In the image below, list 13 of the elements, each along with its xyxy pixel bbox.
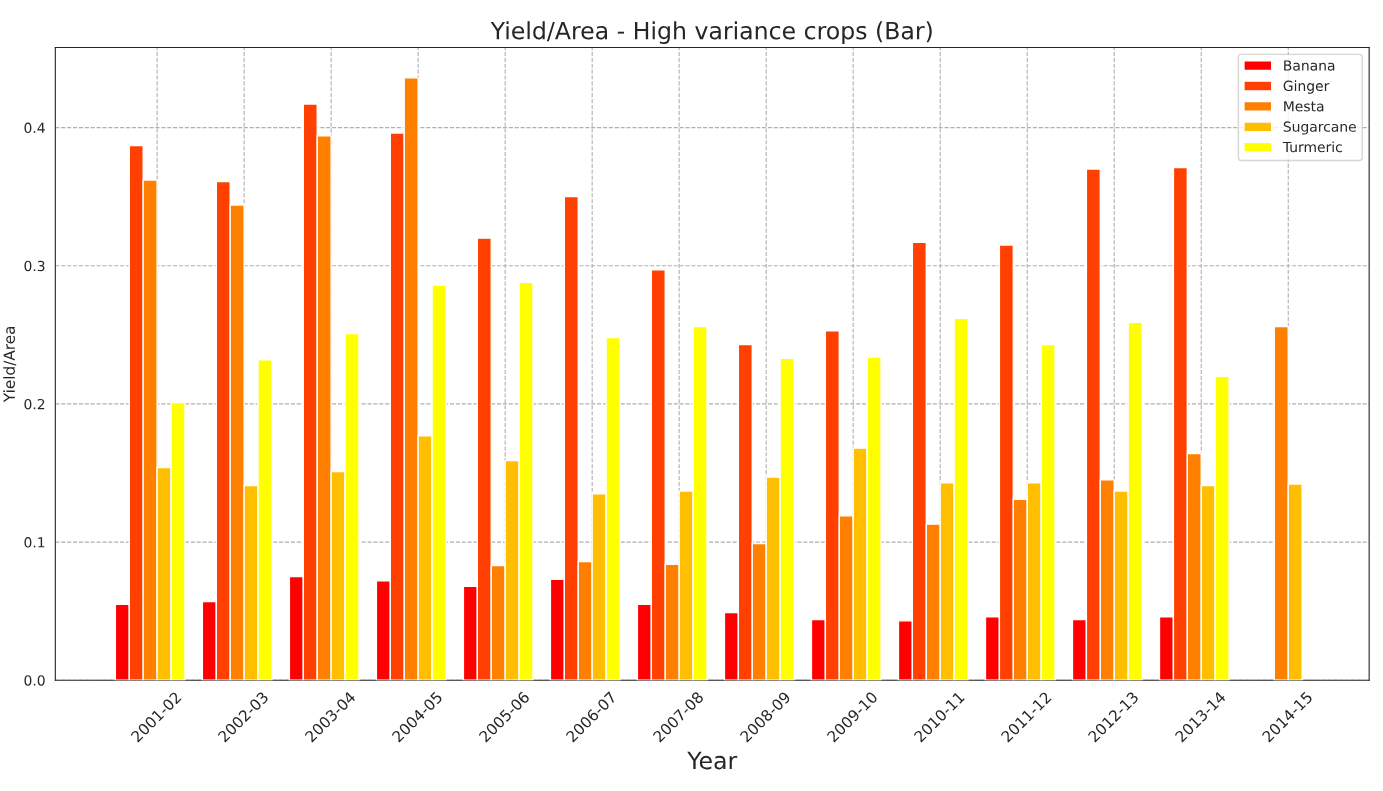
legend-label: Ginger bbox=[1283, 80, 1330, 94]
y-tick-label: 0.2 bbox=[24, 398, 45, 410]
y-axis-title: Yield/Area bbox=[3, 326, 17, 403]
chart-title: Yield/Area - High variance crops (Bar) bbox=[490, 21, 932, 45]
y-tick-label: 0.1 bbox=[24, 537, 45, 548]
y-tick-label: 0.3 bbox=[24, 260, 45, 272]
legend-label: Turmeric bbox=[1282, 141, 1342, 153]
x-axis-title: Year bbox=[687, 751, 738, 770]
y-tick-label: 0.4 bbox=[24, 122, 45, 134]
legend-label: Sugarcane bbox=[1283, 121, 1356, 135]
legend-label: Banana bbox=[1284, 60, 1335, 71]
legend-label: Mesta bbox=[1284, 101, 1324, 112]
y-tick-label: 0.0 bbox=[24, 675, 45, 686]
